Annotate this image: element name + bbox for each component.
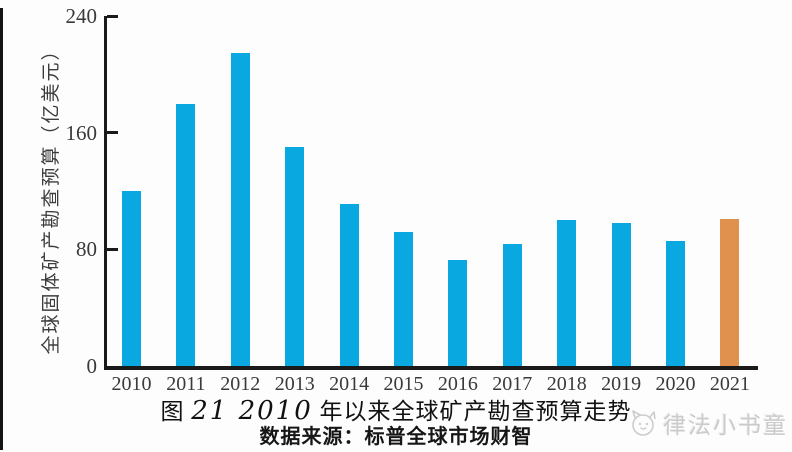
caption-suffix: 年以来全球矿产勘查预算走势 <box>312 399 632 424</box>
x-tick-label-2018: 2018 <box>546 373 587 395</box>
bar-2014 <box>339 204 359 366</box>
bar-2012 <box>230 52 250 366</box>
watermark-label: 律法小书童 <box>663 413 788 438</box>
x-tick-label-2016: 2016 <box>437 373 478 395</box>
x-tick-label-2019: 2019 <box>601 373 642 395</box>
x-tick-label-2012: 2012 <box>220 373 261 395</box>
bar-2021 <box>720 218 740 366</box>
data-source-line: 数据来源：标普全球市场财智 <box>259 426 533 448</box>
page-left-border <box>0 8 3 450</box>
bar-2013 <box>285 147 305 366</box>
bar-2015 <box>394 231 413 366</box>
cat-mascot-icon <box>632 410 656 436</box>
x-tick-label-2013: 2013 <box>274 373 315 395</box>
y-tick-label-160: 160 <box>65 120 98 145</box>
x-tick-label-2015: 2015 <box>383 373 424 395</box>
y-tick-mark-80 <box>107 247 118 251</box>
y-tick-label-80: 80 <box>76 237 97 262</box>
x-tick-label-2011: 2011 <box>166 373 206 395</box>
figure-caption: 图 21 2010 年以来全球矿产勘查预算走势 <box>0 392 792 426</box>
y-tick-mark-160 <box>107 131 118 135</box>
x-axis-line <box>104 366 758 370</box>
x-tick-label-2021: 2021 <box>709 373 750 395</box>
x-tick-label-2017: 2017 <box>492 373 533 395</box>
watermark: 律法小书童 <box>626 406 788 440</box>
bar-2010 <box>122 191 141 366</box>
bar-2011 <box>176 103 196 366</box>
y-axis-line <box>104 16 107 370</box>
x-tick-label-2020: 2020 <box>655 373 696 395</box>
bar-2020 <box>666 240 685 366</box>
caption-figure-numbers: 21 2010 <box>191 396 313 426</box>
bar-2017 <box>502 243 522 366</box>
bar-2019 <box>611 223 631 366</box>
y-tick-label-0: 0 <box>86 354 98 378</box>
x-tick-label-2010: 2010 <box>111 373 152 395</box>
caption-prefix: 图 <box>160 399 192 424</box>
plot-area <box>106 16 757 366</box>
y-tick-label-240: 240 <box>65 4 98 28</box>
bar-2018 <box>557 220 577 366</box>
y-axis-title: 全球固体矿产勘查预算（亿美元） <box>41 39 62 355</box>
bar-2016 <box>448 259 468 366</box>
y-tick-mark-240 <box>107 14 118 18</box>
x-tick-label-2014: 2014 <box>329 373 370 395</box>
